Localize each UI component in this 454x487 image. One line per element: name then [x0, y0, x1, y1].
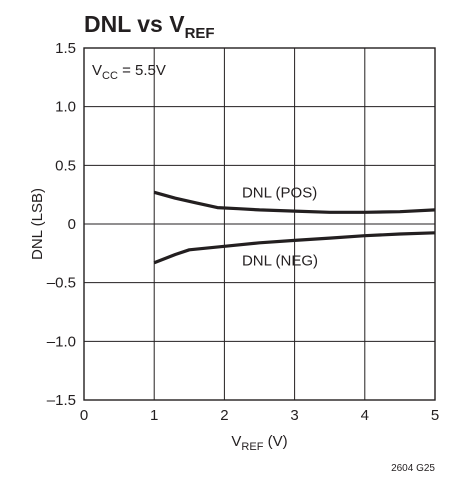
annotation-dnl-pos: DNL (POS): [242, 184, 317, 201]
series-lines: [153, 190, 436, 265]
x-axis-label-main: V: [231, 433, 241, 450]
x-tick-label: 4: [361, 407, 369, 424]
figure-id: 2604 G25: [391, 463, 435, 474]
annotations: DNL (POS) DNL (NEG): [242, 184, 318, 269]
x-axis-label-unit: (V): [263, 433, 287, 450]
y-tick-label: 1.5: [55, 40, 76, 57]
y-tick-label: –1.5: [47, 392, 76, 409]
x-tick-label: 1: [150, 407, 158, 424]
y-tick-label: 0.5: [55, 157, 76, 174]
y-tick-label: –1.0: [47, 333, 76, 350]
y-tick-label: 1.0: [55, 99, 76, 116]
series-line-dnl-pos: [153, 190, 436, 214]
x-axis-label: VREF (V): [231, 433, 287, 453]
chart-title-main: DNL vs V: [84, 11, 185, 37]
chart-title: DNL vs VREF: [84, 11, 215, 42]
x-tick-label: 5: [431, 407, 439, 424]
y-axis-label: DNL (LSB): [29, 188, 46, 260]
condition-main: V: [92, 62, 102, 79]
annotation-dnl-neg: DNL (NEG): [242, 252, 318, 269]
condition-sub: CC: [102, 70, 118, 82]
x-tick-label: 2: [220, 407, 228, 424]
condition-rest: = 5.5V: [118, 62, 166, 79]
x-axis-label-sub: REF: [241, 441, 263, 453]
y-tick-labels: 1.5 1.0 0.5 0 –0.5 –1.0 –1.5: [47, 40, 76, 409]
series-line-dnl-neg: [153, 231, 436, 265]
chart-title-sub: REF: [185, 25, 215, 42]
condition-label: VCC = 5.5V: [92, 62, 166, 82]
plot-frame: [83, 47, 436, 401]
x-tick-label: 0: [80, 407, 88, 424]
y-tick-label: –0.5: [47, 275, 76, 292]
x-tick-label: 3: [290, 407, 298, 424]
gridlines: [83, 47, 436, 401]
y-tick-label: 0: [68, 216, 76, 233]
x-tick-labels: 0 1 2 3 4 5: [80, 407, 439, 424]
